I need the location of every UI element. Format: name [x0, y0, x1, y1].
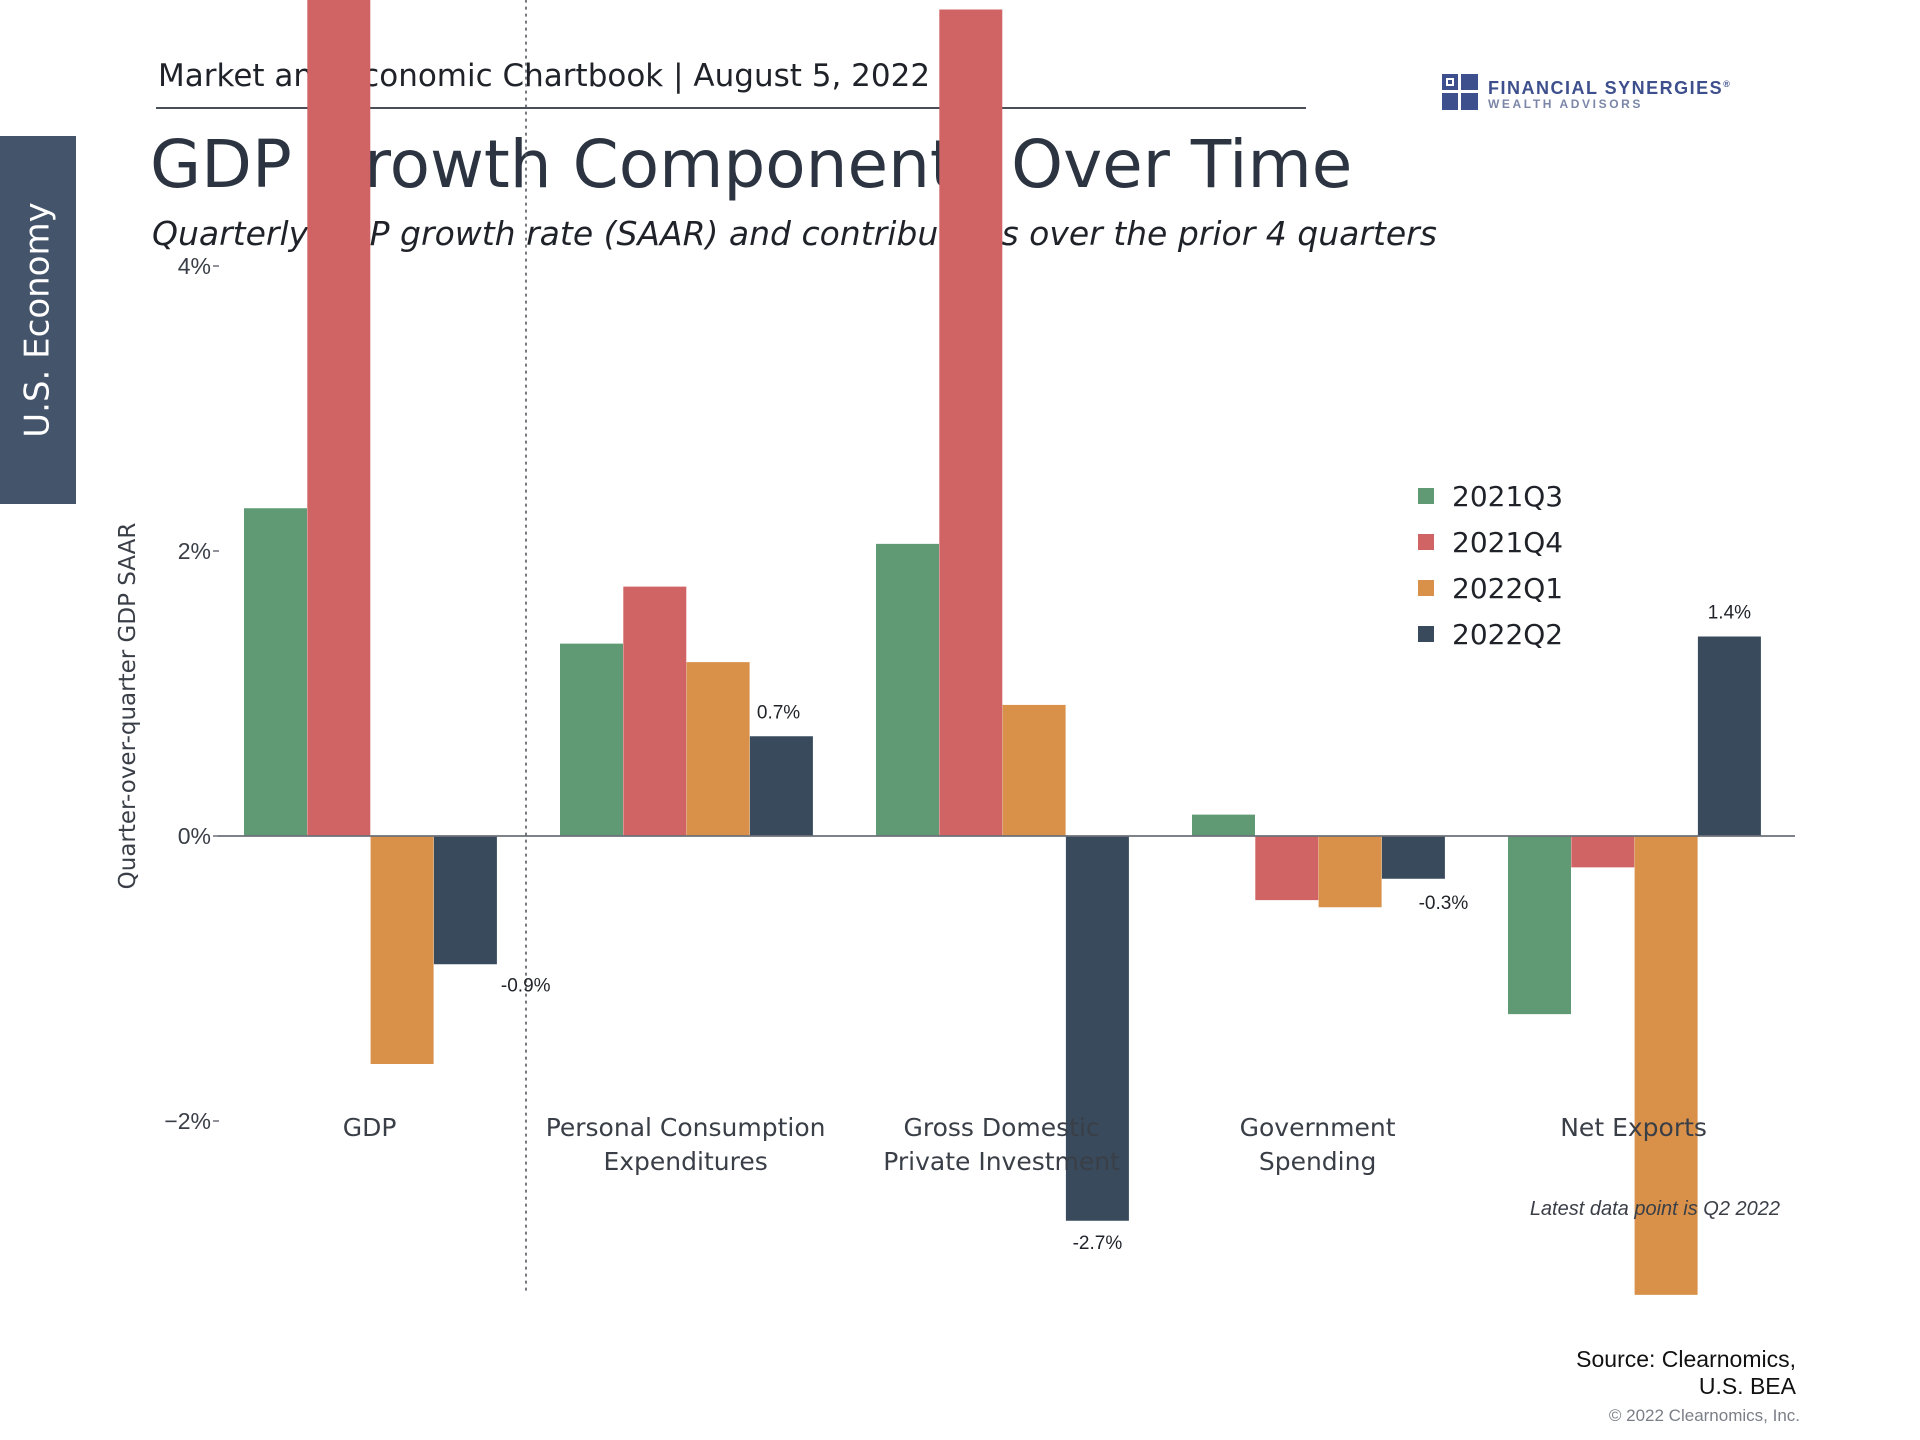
bar-2021Q3-0	[244, 508, 307, 836]
y-tick-label: 4%	[178, 253, 211, 279]
bar-2021Q4-1	[623, 586, 687, 836]
source-line-2: U.S. BEA	[1698, 1373, 1796, 1399]
legend-label: 2021Q3	[1452, 480, 1563, 513]
logo-subtitle: WEALTH ADVISORS	[1488, 96, 1643, 111]
bar-2021Q3-1	[560, 643, 623, 836]
data-label: -2.7%	[1073, 1233, 1123, 1254]
header-divider	[156, 107, 1306, 109]
y-tick-label: 0%	[178, 823, 211, 849]
source-line-1: Source: Clearnomics,	[1576, 1346, 1796, 1372]
x-category-label: Private Investment	[883, 1147, 1120, 1176]
bar-2022Q1-2	[1002, 704, 1066, 836]
bar-2021Q3-2	[876, 543, 939, 836]
data-label: -0.3%	[1419, 893, 1469, 914]
x-category-label: Government	[1240, 1113, 1396, 1142]
bar-2022Q1-4	[1634, 836, 1698, 1295]
source-note: Source: Clearnomics, U.S. BEA	[1460, 1346, 1796, 1400]
bar-2021Q4-2	[939, 9, 1003, 836]
legend-swatch-2022Q2	[1418, 626, 1434, 642]
y-axis-label: Quarter-over-quarter GDP SAAR	[115, 523, 141, 890]
bar-2021Q3-4	[1508, 836, 1571, 1015]
data-label: 1.4%	[1708, 603, 1751, 624]
legend-swatch-2021Q4	[1418, 534, 1434, 550]
bar-2022Q1-0	[370, 836, 434, 1064]
bar-2021Q3-3	[1192, 814, 1255, 836]
data-label: -0.9%	[501, 975, 551, 996]
legend-label: 2021Q4	[1452, 526, 1563, 559]
bar-2021Q4-3	[1255, 836, 1319, 901]
bar-2022Q2-1	[749, 736, 813, 836]
bar-2022Q2-3	[1381, 836, 1445, 879]
bar-2022Q2-2	[1065, 836, 1129, 1221]
y-tick-label: −2%	[164, 1108, 211, 1134]
legend-swatch-2022Q1	[1418, 580, 1434, 596]
legend-swatch-2021Q3	[1418, 488, 1434, 504]
x-category-label: Personal Consumption	[546, 1113, 826, 1142]
copyright: © 2022 Clearnomics, Inc.	[1608, 1406, 1800, 1425]
chartbook-header: Market and Economic Chartbook | August 5…	[158, 58, 931, 94]
x-category-label: Expenditures	[603, 1147, 767, 1176]
x-category-label: Gross Domestic	[903, 1113, 1099, 1142]
bar-2022Q1-3	[1318, 836, 1382, 908]
company-logo: FINANCIAL SYNERGIES® WEALTH ADVISORS	[1442, 74, 1731, 110]
bar-2022Q1-1	[686, 662, 750, 836]
y-tick-label: 2%	[178, 538, 211, 564]
section-tab: U.S. Economy	[0, 136, 76, 504]
bar-2021Q4-4	[1571, 836, 1635, 868]
logo-mark-icon	[1442, 74, 1478, 110]
bar-2022Q2-0	[433, 836, 497, 965]
x-category-label: GDP	[343, 1113, 397, 1142]
bar-2021Q4-0	[307, 0, 371, 836]
logo-name: FINANCIAL SYNERGIES®	[1488, 77, 1732, 98]
legend-label: 2022Q1	[1452, 572, 1563, 605]
latest-data-note: Latest data point is Q2 2022	[1529, 1198, 1780, 1220]
data-label: 0.7%	[757, 702, 800, 723]
x-category-label: Net Exports	[1560, 1113, 1707, 1142]
x-category-label: Spending	[1259, 1147, 1377, 1176]
bar-2022Q2-4	[1697, 636, 1761, 836]
legend-label: 2022Q2	[1452, 618, 1563, 651]
